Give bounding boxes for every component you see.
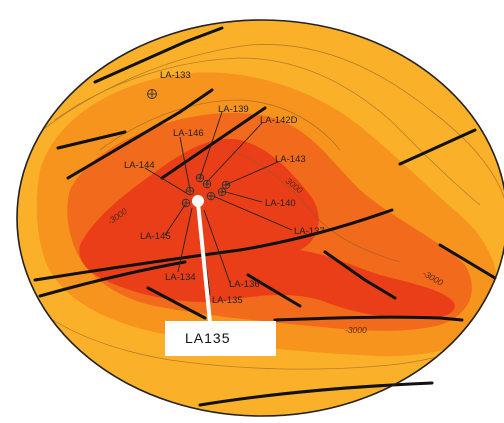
well-label-la-144[interactable]: LA-144 <box>124 160 155 171</box>
well-label-la-135[interactable]: LA-135 <box>212 295 243 306</box>
trajectory-la-142d <box>205 122 263 184</box>
fault-line <box>398 128 477 166</box>
contour-line <box>29 44 504 201</box>
fault-line <box>66 88 214 180</box>
well-symbol <box>217 187 227 197</box>
well-label-la-137[interactable]: LA-137 <box>294 226 325 237</box>
well-label-la-134[interactable]: LA-134 <box>165 272 196 283</box>
fault-line <box>273 315 464 322</box>
well-symbol <box>206 191 216 201</box>
well-label-la-146[interactable]: LA-146 <box>173 128 204 139</box>
fault-line <box>323 250 397 300</box>
highlight-well-dot[interactable] <box>192 195 204 207</box>
trajectory-la-140 <box>221 190 263 203</box>
well-symbol <box>195 173 205 183</box>
fault-line <box>198 381 434 407</box>
well-label-la-142d[interactable]: LA-142D <box>260 115 298 126</box>
fault-line <box>93 26 224 84</box>
well-label-la-133[interactable]: LA-133 <box>160 70 191 81</box>
well-label-la-136[interactable]: LA-136 <box>229 279 260 290</box>
contour-line <box>229 149 401 263</box>
contour-line <box>54 57 481 206</box>
map-boundary <box>16 19 504 417</box>
trajectory-la-143 <box>224 161 279 186</box>
fault-line <box>160 106 267 180</box>
well-label-la-140[interactable]: LA-140 <box>265 198 296 209</box>
well-symbol <box>185 186 195 196</box>
callout-box <box>165 321 276 356</box>
well-symbol <box>202 179 212 189</box>
well-label-la-143[interactable]: LA-143 <box>275 154 306 165</box>
fault-lines <box>33 26 497 407</box>
core-zone <box>79 138 455 319</box>
well-symbol-la-133 <box>147 89 157 99</box>
trajectory-la-146 <box>179 136 191 191</box>
contour-line <box>99 99 341 151</box>
trajectory-la-139 <box>199 111 223 179</box>
well-label-la-139[interactable]: LA-139 <box>218 104 249 115</box>
callout-leader-line <box>196 202 212 323</box>
trajectory-la-137 <box>212 195 293 231</box>
trajectory-la-145 <box>164 204 186 236</box>
trajectory-la-144 <box>144 167 189 195</box>
fault-line <box>438 243 497 280</box>
fault-line <box>56 130 127 150</box>
fault-line <box>33 208 394 282</box>
contour-label: -3000 <box>345 325 367 335</box>
highlight-callout: LA135 <box>165 195 276 356</box>
wellheads <box>147 89 231 208</box>
well-symbol <box>221 180 231 190</box>
well-labels: LA-133 LA-139 LA-142D LA-146 LA-144 LA-1… <box>124 70 325 306</box>
well-symbol <box>181 198 191 208</box>
trajectory-la-134 <box>177 207 193 273</box>
callout-label: LA135 <box>185 330 230 346</box>
fault-line <box>38 260 187 298</box>
well-label-la-145[interactable]: LA-145 <box>140 231 171 242</box>
fault-line <box>246 273 302 308</box>
trajectory-la-136 <box>203 209 231 284</box>
fault-line <box>146 286 207 320</box>
